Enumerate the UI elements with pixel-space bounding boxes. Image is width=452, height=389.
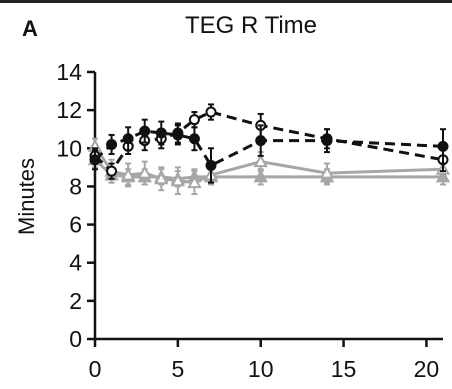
data-point [172,129,184,141]
data-point [154,171,169,185]
data-point [319,165,335,179]
top-border [0,0,452,3]
data-point [187,175,202,189]
y-tick-label: 12 [56,97,82,123]
data-point [106,165,118,177]
y-tick-label: 8 [69,173,82,199]
data-point [122,133,134,145]
x-tick-label: 10 [248,356,274,382]
data-point [120,167,136,181]
data-point [205,106,217,118]
y-tick-label: 0 [69,326,82,352]
y-tick-label: 6 [69,212,82,238]
x-tick-label: 20 [414,356,440,382]
x-tick-label: 15 [331,356,357,382]
data-point [255,135,267,147]
y-tick-label: 2 [69,288,82,314]
data-point [205,159,217,171]
panel-label: A [22,16,38,41]
data-point [253,169,268,183]
data-point [106,138,118,150]
x-tick-label: 5 [171,356,184,382]
data-point [139,125,151,137]
y-tick-label: 4 [69,250,82,276]
x-tick-label: 0 [89,356,102,382]
series-line [93,129,444,168]
data-point [188,133,200,145]
data-point [437,140,449,152]
data-point [137,165,152,179]
data-point [155,127,167,139]
data-point [253,154,268,168]
y-tick-label: 10 [56,135,82,161]
data-point [170,173,186,187]
data-point [89,154,101,166]
y-tick-label: 14 [56,59,82,85]
data-point [188,114,200,126]
chart-title: TEG R Time [185,12,318,39]
data-point [321,135,333,147]
